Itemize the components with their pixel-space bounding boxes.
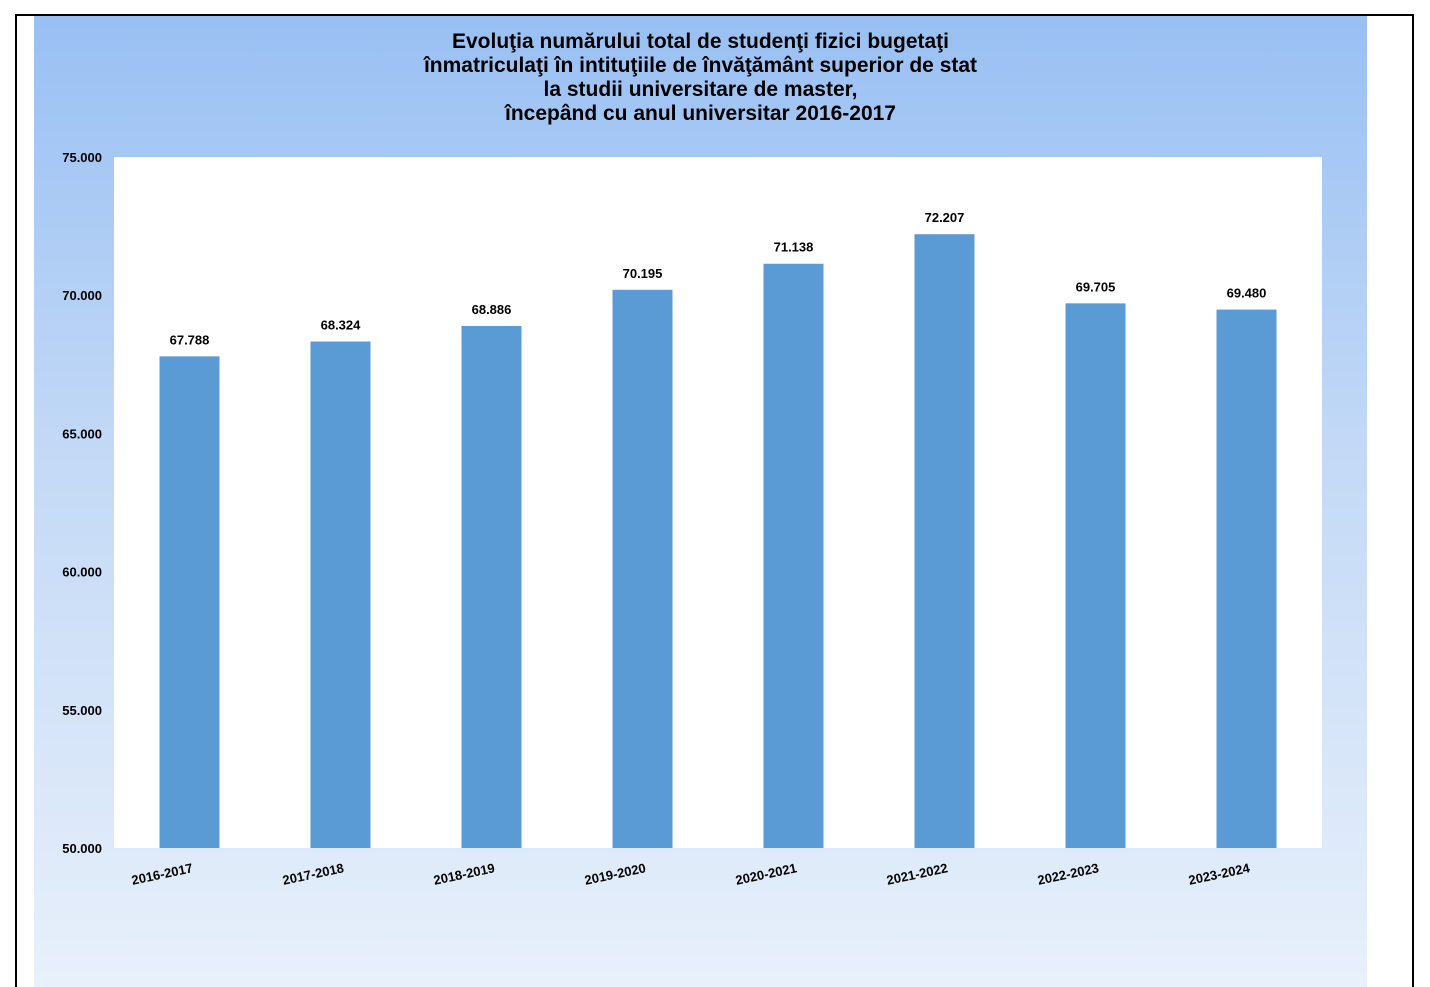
frame-top-border (15, 14, 1414, 16)
x-tick-label: 2017-2018 (281, 860, 345, 888)
bar-2018-2019 (461, 325, 522, 848)
chart-title: Evoluţia numărului total de studenţi fiz… (423, 30, 978, 125)
bar-2023-2024 (1216, 309, 1277, 848)
x-tick-label: 2016-2017 (130, 860, 194, 888)
data-labels: 67.788 68.324 68.886 70.195 71.138 72.207 69.7… (170, 210, 1267, 347)
bar-2017-2018 (310, 341, 371, 848)
x-tick-label: 2021-2022 (885, 860, 949, 888)
bar-2021-2022 (914, 234, 975, 849)
frame-left-border (15, 14, 17, 987)
data-label: 70.195 (623, 266, 663, 281)
x-tick-label: 2018-2019 (432, 860, 496, 888)
bars (159, 234, 1277, 849)
bar-2022-2023 (1065, 303, 1126, 849)
data-label: 68.886 (472, 302, 512, 317)
y-tick-label: 75.000 (62, 150, 102, 165)
data-label: 69.480 (1227, 286, 1267, 301)
x-tick-label: 2022-2023 (1036, 860, 1100, 888)
y-tick-label: 70.000 (62, 288, 102, 303)
data-label: 67.788 (170, 332, 210, 347)
y-tick-label: 60.000 (62, 565, 102, 580)
bar-2019-2020 (612, 289, 673, 849)
x-tick-label: 2019-2020 (583, 860, 647, 888)
bar-2016-2017 (159, 356, 220, 848)
y-tick-label: 55.000 (62, 703, 102, 718)
y-tick-label: 50.000 (62, 841, 102, 856)
plot-area (114, 157, 1322, 848)
data-label: 69.705 (1076, 279, 1116, 294)
x-tick-label: 2023-2024 (1187, 860, 1252, 888)
data-label: 72.207 (925, 210, 965, 225)
bar-2020-2021 (763, 263, 824, 848)
frame-right-border (1412, 14, 1414, 987)
x-tick-label: 2020-2021 (734, 860, 798, 888)
data-label: 71.138 (774, 240, 814, 255)
y-axis: 50.000 55.000 60.000 65.000 70.000 75.000 (62, 150, 102, 856)
x-axis: 2016-2017 2017-2018 2018-2019 2019-2020 2020… (130, 860, 1252, 888)
y-tick-label: 65.000 (62, 426, 102, 441)
data-label: 68.324 (321, 318, 362, 333)
